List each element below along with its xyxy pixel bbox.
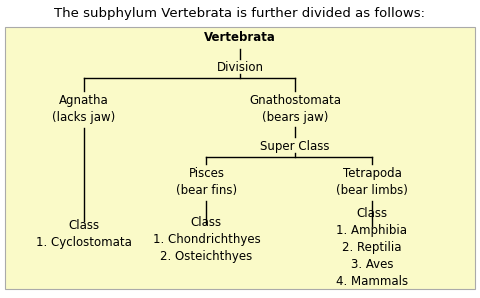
Text: Class
1. Chondrichthyes
2. Osteichthyes: Class 1. Chondrichthyes 2. Osteichthyes — [153, 216, 260, 263]
Text: Tetrapoda
(bear limbs): Tetrapoda (bear limbs) — [336, 167, 408, 197]
Text: Gnathostomata
(bears jaw): Gnathostomata (bears jaw) — [249, 94, 341, 124]
Text: Vertebrata: Vertebrata — [204, 31, 276, 44]
Text: Class
1. Cyclostomata: Class 1. Cyclostomata — [36, 219, 132, 249]
Text: The subphylum Vertebrata is further divided as follows:: The subphylum Vertebrata is further divi… — [55, 7, 425, 20]
Text: Pisces
(bear fins): Pisces (bear fins) — [176, 167, 237, 197]
Text: Super Class: Super Class — [261, 139, 330, 153]
Text: Class
1. Amphibia
2. Reptilia
3. Aves
4. Mammals: Class 1. Amphibia 2. Reptilia 3. Aves 4.… — [336, 207, 408, 288]
Text: Agnatha
(lacks jaw): Agnatha (lacks jaw) — [52, 94, 116, 124]
Text: Division: Division — [216, 60, 264, 74]
FancyBboxPatch shape — [5, 27, 475, 289]
